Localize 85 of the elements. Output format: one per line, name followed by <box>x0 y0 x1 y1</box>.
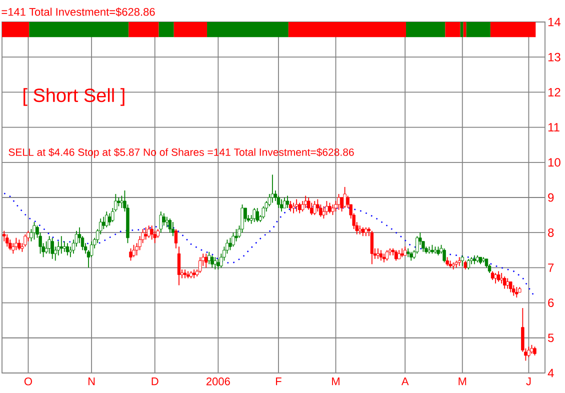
candlestick <box>144 226 148 240</box>
y-tick-label: 7 <box>548 264 554 272</box>
candlestick <box>174 228 178 249</box>
candlestick <box>234 228 238 242</box>
candlestick <box>442 248 446 263</box>
y-tick-label: 10 <box>548 158 560 167</box>
candlestick <box>50 237 54 260</box>
candlestick <box>466 258 470 270</box>
candlestick <box>496 270 500 282</box>
candlestick <box>162 212 166 226</box>
text: =141 Total Investment=$628.86 <box>2 8 155 16</box>
candlestick <box>286 195 290 208</box>
x-tick-label: F <box>276 378 282 386</box>
candlestick <box>32 222 36 240</box>
candlestick <box>177 246 181 286</box>
candlestick <box>313 200 316 216</box>
candlestick <box>105 211 108 228</box>
candlestick <box>292 202 296 214</box>
candlestick <box>198 256 202 274</box>
candlestick <box>171 222 175 237</box>
candlestick <box>502 276 506 290</box>
text: [ Short Sell ] <box>24 88 124 106</box>
candlestick <box>394 250 398 262</box>
candlestick <box>159 211 162 234</box>
candlestick <box>280 198 284 212</box>
x-tick-label: N <box>88 378 95 386</box>
candlestick <box>294 198 298 212</box>
candlestick <box>6 234 9 248</box>
candlestick <box>298 202 302 214</box>
candlestick <box>328 202 332 214</box>
candlestick <box>385 250 389 262</box>
x-tick-label: 2006 <box>206 378 230 386</box>
annotation: SELL at $4.46 Stop at $5.87 No of Shares =141 Total Investment=$628.86 <box>8 148 354 158</box>
candlestick <box>168 218 172 234</box>
candlestick <box>270 174 274 204</box>
candlestick <box>331 204 334 216</box>
candlestick <box>232 232 235 248</box>
candlestick <box>343 186 346 208</box>
candlestick <box>214 256 217 270</box>
candlestick <box>66 242 70 256</box>
candlestick <box>506 278 510 290</box>
candlestick <box>515 286 518 298</box>
candlestick <box>210 254 214 268</box>
x-tick-label: J <box>526 378 531 386</box>
y-tick-label: 14 <box>548 18 561 26</box>
candlestick <box>370 230 374 265</box>
candlestick <box>282 197 286 208</box>
candlestick <box>216 258 220 270</box>
y-tick-label: 6 <box>548 298 554 308</box>
y-tick-label: 13 <box>548 52 560 62</box>
candlestick <box>325 200 328 216</box>
x-tick-label: M <box>332 378 340 386</box>
y-tick-label: 9 <box>548 193 554 202</box>
y-tick-label: 4 <box>548 368 554 378</box>
candlestick <box>500 272 504 284</box>
candlestick <box>120 195 124 208</box>
x-tick-label: M <box>458 378 466 386</box>
y-tick-label: 8 <box>548 228 554 237</box>
candlestick <box>460 254 464 266</box>
candlestick <box>494 272 498 284</box>
x-tick-label: O <box>24 378 32 386</box>
candlestick <box>337 194 340 210</box>
y-tick-label: 11 <box>548 123 560 132</box>
candlestick <box>208 251 211 265</box>
y-tick-label: 5 <box>548 334 554 342</box>
candlestick <box>509 281 512 293</box>
candlestick <box>527 346 530 358</box>
x-tick-label: D <box>152 378 158 386</box>
candlestick <box>129 248 132 262</box>
candlestick <box>256 208 259 223</box>
candlestick <box>304 195 308 208</box>
candlestick <box>132 244 136 258</box>
candlestick <box>147 225 150 238</box>
candlestick <box>102 216 106 230</box>
candlestick <box>204 253 208 268</box>
candlestick <box>14 237 18 251</box>
candlestick <box>252 208 256 223</box>
y-tick-label: 12 <box>548 88 560 96</box>
candlestick <box>18 239 21 251</box>
x-tick-label: A <box>401 378 409 386</box>
candlestick <box>288 200 292 212</box>
candlestick <box>165 216 169 228</box>
candlestick <box>379 250 383 262</box>
candlestick <box>512 284 516 296</box>
candlestick <box>150 225 154 240</box>
